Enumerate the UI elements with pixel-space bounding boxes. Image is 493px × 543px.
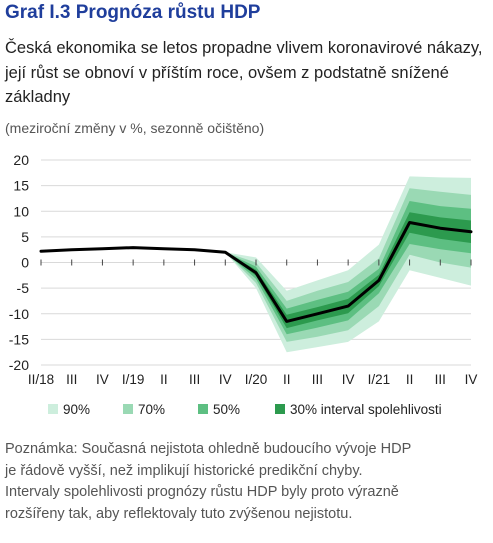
x-tick-label: III — [66, 372, 77, 387]
y-tick-label: -5 — [17, 280, 30, 296]
x-tick-label: IV — [219, 372, 232, 387]
y-tick-label: -15 — [9, 331, 29, 347]
y-tick-label: 0 — [21, 255, 29, 271]
y-tick-label: 5 — [21, 229, 29, 245]
x-tick-label: III — [189, 372, 200, 387]
legend-swatch — [198, 404, 208, 414]
legend-label: 70% — [138, 402, 165, 417]
y-tick-label: 20 — [13, 152, 29, 168]
legend-layer: 90% 70% 50% 30% interval spolehlivosti — [48, 402, 442, 417]
line-layer — [39, 221, 473, 323]
x-tick-label: IV — [342, 372, 355, 387]
x-tick-label: II/18 — [28, 372, 54, 387]
footnote-line: rozšířeny tak, aby reflektovaly tuto zvý… — [5, 505, 353, 522]
units-label: (meziroční změny v %, sezonně očištěno) — [5, 120, 265, 136]
legend-swatch — [48, 404, 58, 414]
legend-label: 50% — [213, 402, 240, 417]
x-tick-label: IV — [465, 372, 478, 387]
legend-swatch — [123, 404, 133, 414]
gdp-series-line — [39, 221, 473, 323]
x-tick-label: II — [406, 372, 414, 387]
fan-band — [225, 201, 471, 335]
footnote-line: Intervaly spolehlivosti prognózy růstu H… — [5, 484, 399, 500]
chart-title: Graf I.3 Prognóza růstu HDP — [5, 2, 261, 23]
chart-subtitle: Česká ekonomika se letos propadne vlivem… — [5, 39, 483, 106]
x-tick-label: III — [435, 372, 446, 387]
footnote-line: je řádově vyšší, než implikují historick… — [5, 462, 363, 479]
footnote: Poznámka: Současná nejistota ohledně bud… — [5, 439, 491, 525]
legend-label: 30% interval spolehlivosti — [290, 402, 442, 417]
y-tick-label: 15 — [13, 178, 29, 194]
footnote-line: Poznámka: Současná nejistota ohledně bud… — [5, 441, 412, 457]
x-tick-label: IV — [96, 372, 109, 387]
y-tick-label: 10 — [13, 203, 29, 219]
x-tick-label: I/20 — [245, 372, 268, 387]
x-tick-label: I/19 — [122, 372, 145, 387]
legend-swatch — [275, 404, 285, 414]
legend-label: 90% — [63, 402, 90, 417]
x-tick-label: III — [312, 372, 323, 387]
x-tick-label: II — [283, 372, 291, 387]
x-tick-label: II — [160, 372, 168, 387]
x-tick-label: I/21 — [368, 372, 391, 387]
y-tick-label: -10 — [9, 306, 29, 322]
y-tick-label: -20 — [9, 357, 29, 373]
